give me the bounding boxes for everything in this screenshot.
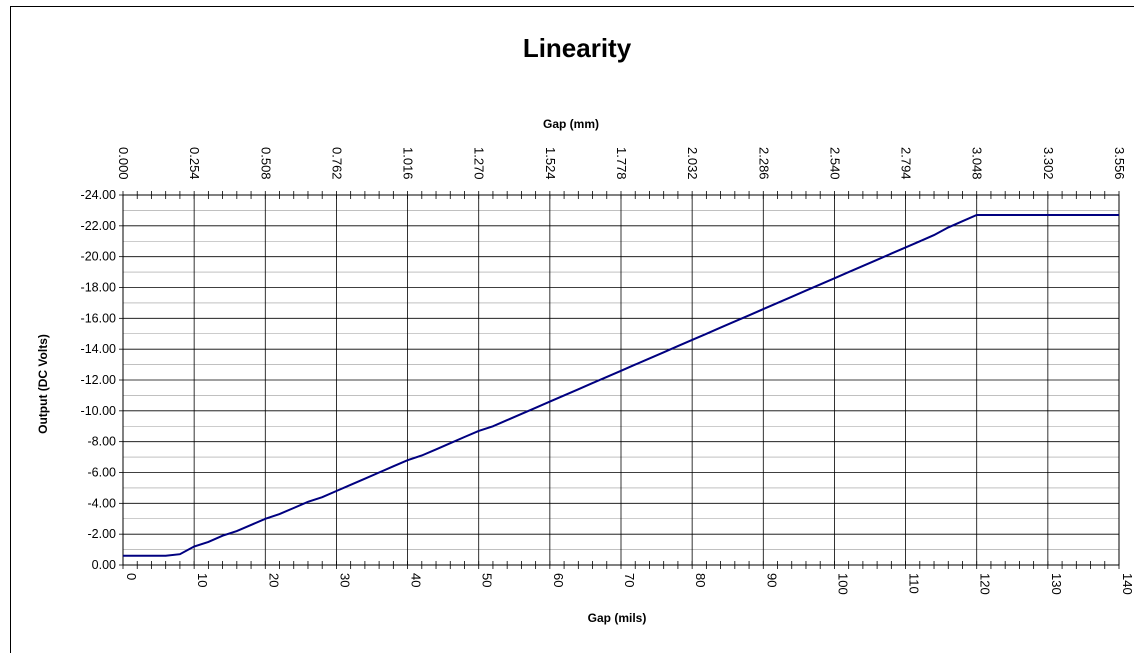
y-tick-label: -2.00	[88, 527, 117, 541]
x-tick-label: 80	[693, 573, 708, 587]
x2-tick-label: 0.508	[258, 147, 273, 180]
x-tick-label: 90	[764, 573, 779, 587]
x2-tick-label: 1.524	[543, 147, 558, 180]
x-tick-label: 130	[1049, 573, 1064, 595]
y-tick-label: -12.00	[81, 373, 116, 387]
x2-tick-label: 1.270	[472, 147, 487, 180]
linearity-chart: Linearity Gap (mm) Gap (mils) Output (DC…	[36, 33, 1135, 625]
y-tick-label: -14.00	[81, 342, 116, 356]
x2-tick-label: 0.254	[187, 147, 202, 180]
major-gridlines	[122, 194, 1120, 566]
x-tick-label: 110	[907, 573, 922, 594]
y-tick-label: 0.00	[92, 558, 116, 572]
x-tick-label: 100	[835, 573, 850, 595]
chart-frame: Linearity Gap (mm) Gap (mils) Output (DC…	[10, 6, 1135, 653]
y-tick-label: -20.00	[81, 250, 116, 264]
y-tick-label: -18.00	[81, 281, 116, 295]
y-tick-label: -24.00	[81, 188, 116, 202]
y-tick-label: -10.00	[81, 404, 116, 418]
x-tick-label: 0	[124, 573, 139, 580]
x-tick-labels: 0 10 20 30 40 50 60 70 80 90 100 110 120 130 140	[124, 573, 1135, 595]
x2-tick-label: 0.000	[116, 147, 131, 180]
x2-tick-label: 3.302	[1041, 147, 1056, 180]
y-tick-labels: 0.00 -2.00 -4.00 -6.00 -8.00 -10.00 -12.00 -14.…	[81, 188, 116, 572]
x2-tick-label: 2.794	[899, 147, 914, 180]
x2-tick-label: 3.556	[1112, 147, 1127, 180]
x2-tick-label: 2.540	[827, 147, 842, 180]
y-tick-label: -4.00	[88, 496, 117, 510]
y-tick-label: -6.00	[88, 466, 117, 480]
x-tick-label: 20	[266, 573, 281, 587]
x-tick-label: 120	[978, 573, 993, 595]
x2-tick-label: 3.048	[970, 147, 985, 180]
series-line	[123, 214, 1119, 557]
x2-tick-label: 1.778	[614, 147, 629, 180]
x2-tick-labels: 0.000 0.254 0.508 0.762 1.016 1.270 1.524 1.778…	[116, 147, 1127, 180]
chart-title: Linearity	[523, 33, 632, 63]
x2-tick-label: 2.032	[685, 147, 700, 180]
y-axis-title: Output (DC Volts)	[36, 334, 50, 434]
bottom-axis-title: Gap (mils)	[588, 611, 647, 625]
x-tick-label: 140	[1120, 573, 1135, 595]
x2-tick-label: 0.762	[329, 147, 344, 180]
x2-tick-label: 2.286	[756, 147, 771, 180]
x2-tick-label: 1.016	[401, 147, 416, 180]
x-tick-label: 60	[551, 573, 566, 587]
x-tick-label: 50	[480, 573, 495, 587]
y-tick-label: -16.00	[81, 311, 116, 325]
x-tick-label: 10	[195, 573, 210, 587]
plot-area	[122, 194, 1120, 566]
x-tick-label: 70	[622, 573, 637, 587]
x-tick-label: 40	[409, 573, 424, 587]
y-tick-label: -22.00	[81, 219, 116, 233]
x-tick-label: 30	[337, 573, 352, 587]
y-tick-label: -8.00	[88, 435, 117, 449]
top-axis-title: Gap (mm)	[543, 117, 599, 131]
